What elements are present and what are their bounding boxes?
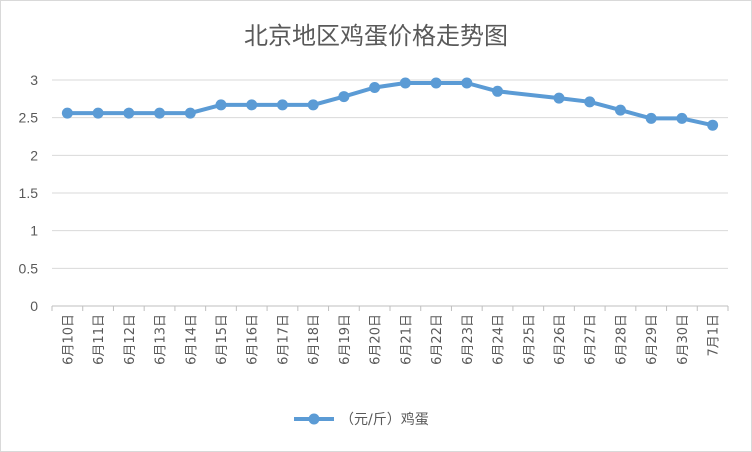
x-tick-label: 6月28日 [614, 314, 629, 365]
data-point [61, 107, 73, 119]
data-point [430, 77, 442, 89]
y-tick-label: 2.5 [19, 110, 39, 126]
x-tick-label: 6月23日 [461, 314, 476, 365]
data-point [276, 99, 288, 111]
x-tick-label: 6月16日 [246, 314, 261, 365]
legend-label: （元/斤）鸡蛋 [340, 411, 429, 428]
data-point [123, 107, 135, 119]
x-tick-label: 6月13日 [154, 314, 169, 365]
x-tick-label: 6月15日 [215, 314, 230, 365]
data-point [707, 119, 719, 131]
x-tick-label: 6月27日 [584, 314, 599, 365]
x-tick-label: 6月25日 [522, 314, 537, 365]
data-point [154, 107, 166, 119]
x-tick-label: 6月14日 [184, 314, 199, 365]
x-tick-label: 6月20日 [369, 314, 384, 365]
gridlines [52, 79, 728, 307]
data-point [645, 112, 657, 124]
y-tick-label: 0 [30, 298, 38, 314]
x-tick-label: 6月26日 [553, 314, 568, 365]
x-tick-label: 6月17日 [276, 314, 291, 365]
series-line [61, 77, 719, 131]
data-point [399, 77, 411, 89]
series-polyline [65, 81, 715, 128]
data-point [184, 107, 196, 119]
x-tick-label: 6月30日 [676, 314, 691, 365]
y-axis-ticks: 0 0.5 1 1.5 2 2.5 3 [19, 72, 39, 314]
data-point [307, 99, 319, 111]
x-tick-label: 6月29日 [645, 314, 660, 365]
data-point [553, 92, 565, 104]
x-tick-label: 6月18日 [307, 314, 322, 365]
x-tick-label: 6月12日 [123, 314, 138, 365]
x-tick-label: 7月1日 [707, 314, 722, 357]
data-point [369, 82, 381, 94]
x-tick-label: 6月22日 [430, 314, 445, 365]
y-tick-label: 0.5 [19, 260, 39, 276]
x-tick-label: 6月10日 [61, 314, 76, 365]
x-tick-label: 6月24日 [492, 314, 507, 365]
data-point [92, 107, 104, 119]
x-tick-label: 6月21日 [399, 314, 414, 365]
data-point [676, 112, 688, 124]
y-tick-label: 1 [30, 223, 38, 239]
data-point [215, 99, 227, 111]
y-tick-label: 1.5 [19, 185, 39, 201]
data-point [338, 91, 350, 103]
legend: （元/斤）鸡蛋 [294, 411, 429, 428]
y-tick-label: 2 [30, 147, 38, 163]
data-point [492, 85, 504, 97]
x-axis-ticks: 6月10日 6月11日 6月12日 6月13日 6月14日 6月15日 6月16日 6月17日… [51, 306, 729, 365]
x-tick-label: 6月11日 [92, 314, 107, 365]
data-point [461, 77, 473, 89]
x-tick-label: 6月19日 [338, 314, 353, 365]
legend-marker-icon [308, 413, 320, 425]
chart-title: 北京地区鸡蛋价格走势图 [244, 22, 508, 50]
data-point [584, 96, 596, 108]
data-point [246, 99, 258, 111]
y-tick-label: 3 [30, 72, 38, 88]
data-point [614, 104, 626, 116]
